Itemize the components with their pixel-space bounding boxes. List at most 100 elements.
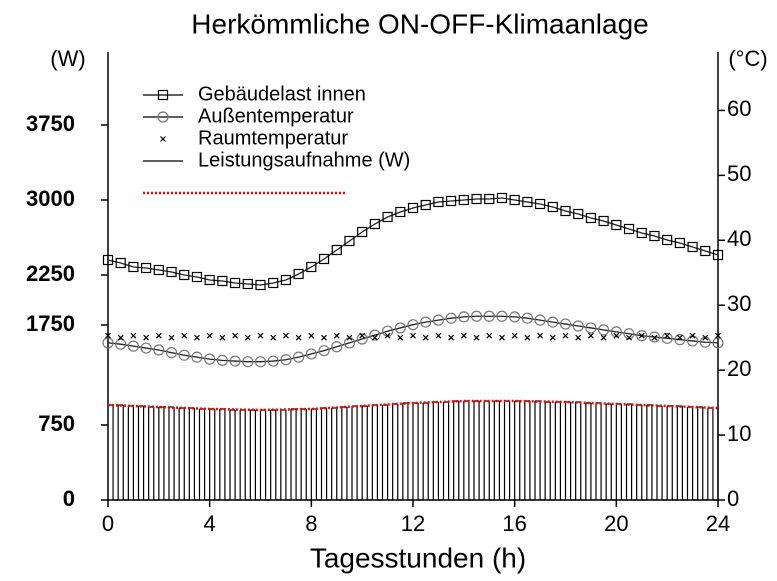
data-point xyxy=(407,202,419,214)
data-point xyxy=(687,241,698,253)
y2-tick-label: 50 xyxy=(727,161,751,186)
y-tick-label: 3000 xyxy=(26,186,75,211)
data-point xyxy=(560,205,571,217)
legend-swatch-marker xyxy=(157,111,169,123)
data-point xyxy=(179,269,190,281)
data-point xyxy=(155,332,162,339)
data-point xyxy=(359,332,366,339)
data-point xyxy=(268,277,279,289)
data-point xyxy=(610,326,622,338)
data-point xyxy=(483,310,495,322)
legend-label: Gebäudelast innen xyxy=(198,83,366,105)
data-point xyxy=(433,196,444,208)
y-tick-label: 750 xyxy=(38,411,75,436)
data-point xyxy=(662,234,673,246)
data-point xyxy=(321,334,327,341)
x-axis-label: Tagesstunden (h) xyxy=(310,542,526,573)
y2-tick-label: 20 xyxy=(727,356,751,381)
data-point xyxy=(420,199,431,211)
data-point xyxy=(127,340,140,352)
data-point xyxy=(547,316,559,328)
data-point xyxy=(509,194,520,206)
data-point xyxy=(676,334,683,341)
data-point xyxy=(293,268,304,280)
data-point xyxy=(293,351,305,363)
data-point xyxy=(623,223,635,235)
data-point xyxy=(422,334,429,341)
data-point xyxy=(499,334,505,341)
data-point xyxy=(674,237,685,249)
data-point xyxy=(613,332,620,339)
y2-tick-label: 0 xyxy=(727,486,739,511)
data-point xyxy=(282,332,289,339)
data-point xyxy=(280,354,292,366)
series-line xyxy=(107,197,719,286)
data-point xyxy=(257,332,264,339)
legend-label: Raumtemperatur xyxy=(198,127,348,149)
data-point xyxy=(308,332,315,339)
data-point xyxy=(232,332,239,339)
x-tick-label: 24 xyxy=(706,511,730,536)
data-point xyxy=(229,277,241,289)
data-point xyxy=(331,244,342,256)
data-point xyxy=(267,355,279,367)
data-point xyxy=(420,316,432,328)
data-point xyxy=(611,219,622,231)
data-point xyxy=(638,332,645,339)
data-point xyxy=(306,261,317,273)
data-point xyxy=(369,218,380,230)
data-point xyxy=(511,332,518,339)
data-point xyxy=(700,245,711,257)
data-point xyxy=(295,334,302,341)
data-point xyxy=(587,332,594,339)
data-point xyxy=(636,330,648,342)
data-point xyxy=(102,254,114,266)
data-point xyxy=(496,192,508,204)
data-point xyxy=(166,266,177,278)
data-point xyxy=(153,264,164,276)
data-point xyxy=(102,337,114,349)
data-point xyxy=(191,351,203,363)
data-point xyxy=(600,334,607,341)
data-point xyxy=(270,334,277,341)
data-point xyxy=(217,275,228,287)
series-line xyxy=(107,315,719,363)
data-point xyxy=(458,311,470,323)
y-tick-label: 2250 xyxy=(26,261,75,286)
data-point xyxy=(255,279,266,291)
legend-swatch-marker xyxy=(157,89,169,101)
data-point xyxy=(194,334,200,341)
data-point xyxy=(702,334,709,341)
data-point xyxy=(661,332,673,344)
data-point xyxy=(141,262,152,274)
data-point xyxy=(445,312,457,324)
y2-tick-label: 30 xyxy=(727,291,751,316)
x-tick-label: 0 xyxy=(102,511,114,536)
data-point xyxy=(242,278,253,290)
data-point xyxy=(369,329,381,341)
data-point xyxy=(318,345,330,357)
data-point xyxy=(575,334,582,341)
data-point xyxy=(168,334,175,341)
data-point xyxy=(509,311,521,323)
data-point xyxy=(458,194,469,206)
data-point xyxy=(712,337,724,349)
chart-title: Herkömmliche ON-OFF-Klimaanlage xyxy=(191,8,648,39)
data-point xyxy=(598,324,610,336)
data-point xyxy=(344,235,355,247)
data-point xyxy=(636,227,647,239)
data-point xyxy=(181,332,188,339)
x-tick-label: 16 xyxy=(502,511,526,536)
data-point xyxy=(105,332,111,339)
y2-tick-label: 10 xyxy=(727,421,751,446)
y-axis-label: (W) xyxy=(50,46,85,71)
data-point xyxy=(521,312,533,324)
data-point xyxy=(115,338,127,350)
x-tick-label: 4 xyxy=(204,511,216,536)
data-point xyxy=(598,215,609,227)
data-point xyxy=(130,332,137,339)
data-point xyxy=(382,211,393,223)
data-point xyxy=(357,226,368,238)
data-point xyxy=(547,201,558,213)
data-point xyxy=(140,342,152,354)
